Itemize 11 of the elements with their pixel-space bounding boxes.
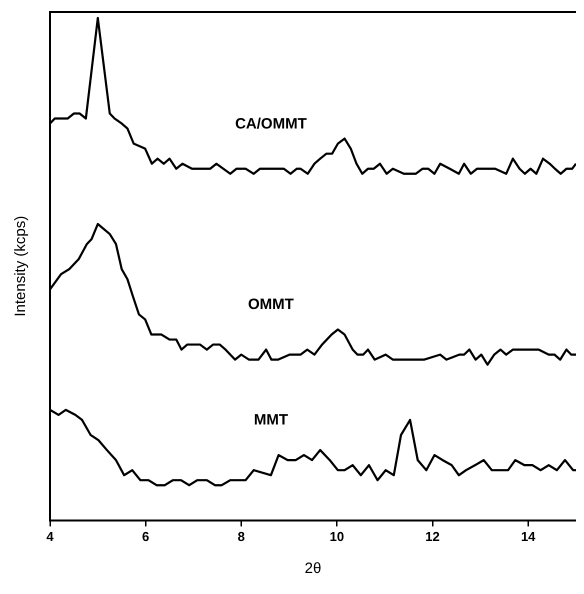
x-tick-label: 4 <box>46 528 54 544</box>
text: OMMT <box>248 296 294 314</box>
x-axis-title: 2θ <box>304 560 322 578</box>
x-tick-label: 6 <box>142 528 150 544</box>
series-label: CA/OMMT <box>235 115 307 132</box>
x-tick-label: 14 <box>520 528 536 544</box>
x-tick-label: 10 <box>330 528 344 544</box>
x-tick-label: 12 <box>425 528 440 544</box>
y-axis-title: Intensity (kcps) <box>12 216 30 317</box>
series-label: MMT <box>254 412 288 429</box>
x-tick-label: 8 <box>238 528 245 544</box>
